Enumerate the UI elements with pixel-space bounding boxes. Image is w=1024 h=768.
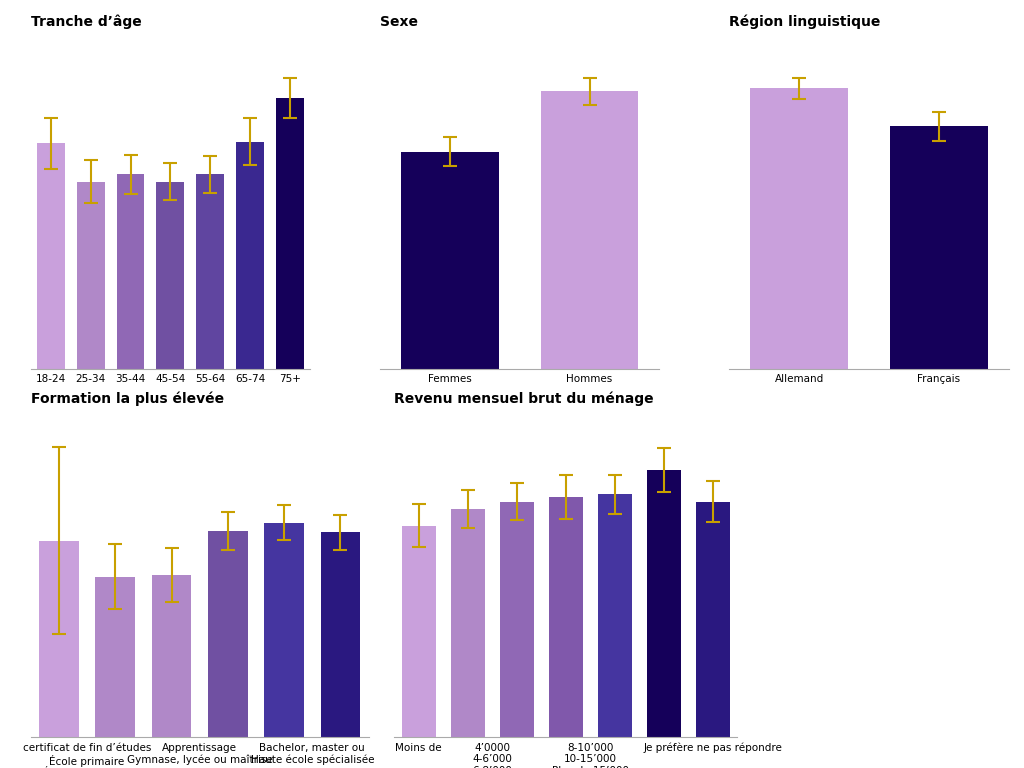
Bar <box>451 509 485 737</box>
Bar <box>157 181 184 369</box>
Bar <box>95 577 135 737</box>
Bar <box>598 495 632 737</box>
Text: Tranche d’âge: Tranche d’âge <box>31 15 141 29</box>
Bar <box>890 126 988 369</box>
Bar <box>77 181 104 369</box>
Bar <box>237 141 264 369</box>
Bar <box>401 526 436 737</box>
Text: Formation la plus élevée: Formation la plus élevée <box>31 391 224 406</box>
Bar <box>276 98 304 369</box>
Bar <box>37 144 65 369</box>
Bar <box>500 502 534 737</box>
Text: Région linguistique: Région linguistique <box>729 15 881 29</box>
Bar <box>646 470 681 737</box>
Bar <box>208 531 248 737</box>
Bar <box>197 174 224 369</box>
Bar <box>549 497 583 737</box>
Bar <box>39 541 79 737</box>
Bar <box>152 575 191 737</box>
Bar <box>695 502 730 737</box>
Text: Revenu mensuel brut du ménage: Revenu mensuel brut du ménage <box>394 391 654 406</box>
Bar <box>401 151 499 369</box>
Bar <box>321 532 360 737</box>
Bar <box>541 91 638 369</box>
Bar <box>117 174 144 369</box>
Bar <box>751 88 848 369</box>
Bar <box>264 523 304 737</box>
Text: Sexe: Sexe <box>380 15 418 29</box>
